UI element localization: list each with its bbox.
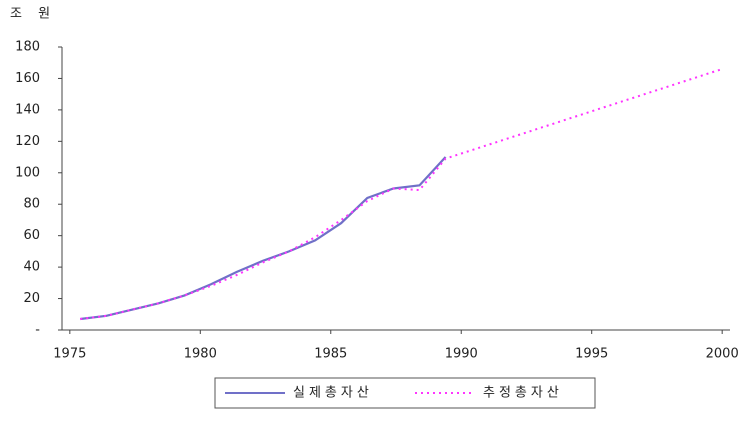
y-unit: 조 원 bbox=[10, 7, 56, 22]
legend-label: 추정총자산 bbox=[483, 386, 563, 401]
x-tick-label: 2000 bbox=[706, 347, 739, 362]
series-line bbox=[80, 68, 723, 320]
x-tick-label: 1990 bbox=[445, 347, 478, 362]
y-tick-label: 120 bbox=[15, 134, 40, 149]
y-tick-label: 180 bbox=[15, 40, 40, 55]
x-tick-label: 1985 bbox=[314, 347, 347, 362]
y-tick-label: 80 bbox=[23, 197, 40, 212]
x-tick-label: 1995 bbox=[575, 347, 608, 362]
y-tick-label: 140 bbox=[15, 102, 40, 117]
legend-label: 실제총자산 bbox=[293, 386, 373, 401]
x-tick-label: 1975 bbox=[53, 347, 86, 362]
y-tick-label: 60 bbox=[23, 228, 40, 243]
y-tick-label: 160 bbox=[15, 71, 40, 86]
x-tick-label: 1980 bbox=[184, 347, 217, 362]
y-tick-label: 40 bbox=[23, 260, 40, 275]
y-tick-label: 100 bbox=[15, 165, 40, 180]
legend-box bbox=[214, 377, 596, 409]
series-line bbox=[80, 156, 447, 321]
y-tick-label: - bbox=[35, 323, 40, 338]
y-tick-label: 20 bbox=[23, 291, 40, 306]
